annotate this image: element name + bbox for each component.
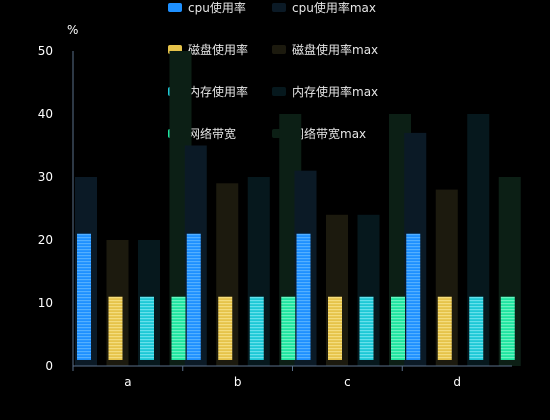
bar-series-d <box>500 296 515 360</box>
axes: 0 10 20 30 40 50% a b c d <box>38 23 512 389</box>
legend-swatch <box>272 45 286 54</box>
bar-series-a <box>108 296 123 360</box>
y-tick-label: 50 <box>38 44 53 58</box>
bar-series-b <box>281 296 296 360</box>
legend-label: cpu使用率max <box>292 0 376 15</box>
bar-cpu-b <box>186 233 201 360</box>
x-tick-label-b: b <box>234 375 242 389</box>
y-tick-label: 20 <box>38 233 53 247</box>
legend-item-max-5: 内存使用率max <box>272 84 378 99</box>
legend-label: 网络带宽max <box>292 126 366 141</box>
y-tick-label: 0 <box>45 359 53 373</box>
legend-swatch <box>272 3 286 12</box>
legend-label: 磁盘使用率max <box>292 42 378 57</box>
legend-label: 网络带宽 <box>188 126 236 141</box>
legend-label: cpu使用率 <box>188 0 246 15</box>
bar-series-c <box>391 296 405 360</box>
bar-series-c <box>359 296 374 360</box>
bar-cpu-a <box>77 233 91 360</box>
bar-cpu-c <box>296 233 311 360</box>
legend-swatch <box>272 87 286 96</box>
bar-series-a <box>171 296 186 360</box>
legend-item-max-3: 磁盘使用率max <box>272 42 378 57</box>
x-tick-label-a: a <box>124 375 131 389</box>
legend: cpu使用率 cpu使用率max 磁盘使用率 磁盘使用率max 内存使用率 内存使用率ma… <box>168 0 378 141</box>
x-tick-label-d: d <box>453 375 461 389</box>
x-tick-label-c: c <box>344 375 351 389</box>
value-bars <box>77 233 515 360</box>
bar-series-c <box>328 296 342 360</box>
bar-series-b <box>249 296 264 360</box>
y-tick-label: 30 <box>38 170 53 184</box>
bar-series-d <box>469 296 484 360</box>
legend-item-cpu-max-1: cpu使用率max <box>272 0 376 15</box>
legend-swatch <box>168 3 182 12</box>
legend-label: 内存使用率max <box>292 84 378 99</box>
y-tick-label: 40 <box>38 107 53 121</box>
bar-series-a <box>140 296 154 360</box>
bar-series-d <box>437 296 452 360</box>
bar-series-b <box>218 296 233 360</box>
y-tick-label: 10 <box>38 296 53 310</box>
y-axis-unit-label: % <box>67 23 78 37</box>
bar-cpu-d <box>406 233 421 360</box>
legend-item-cpu-0: cpu使用率 <box>168 0 246 15</box>
legend-label: 磁盘使用率 <box>188 42 248 57</box>
legend-label: 内存使用率 <box>188 84 248 99</box>
